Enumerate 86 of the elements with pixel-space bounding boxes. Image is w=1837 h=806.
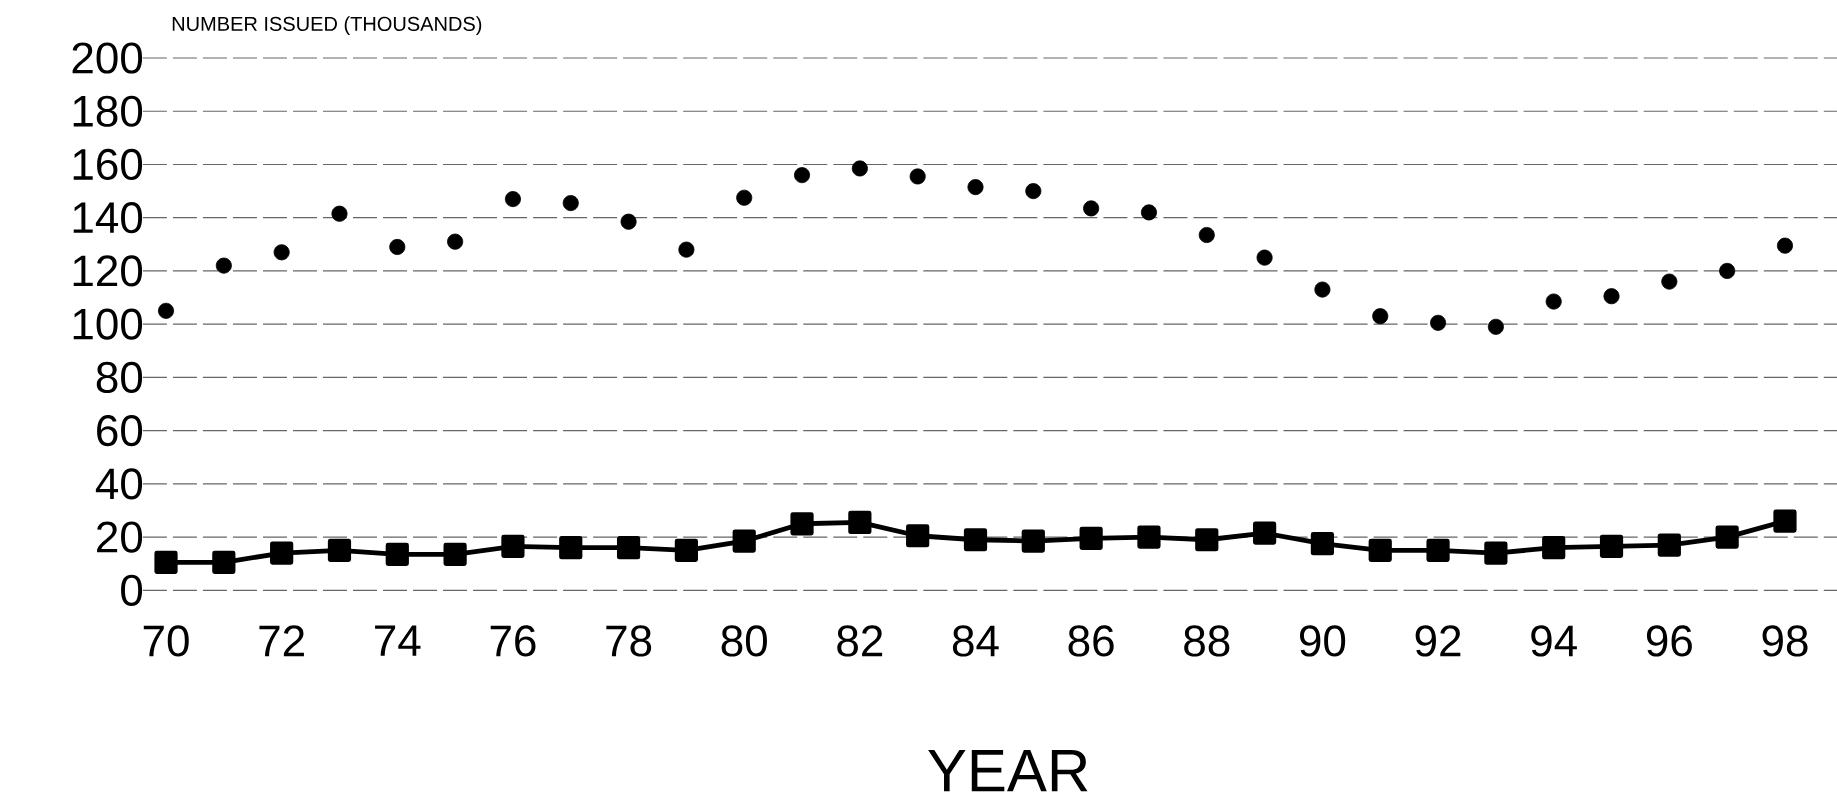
point <box>501 534 525 558</box>
x-tick-label: 92 <box>1415 625 1461 657</box>
point <box>1083 200 1100 217</box>
point <box>851 160 868 177</box>
point <box>1021 529 1045 553</box>
point <box>848 510 872 534</box>
point <box>215 257 232 274</box>
point <box>154 550 178 574</box>
point <box>1252 521 1277 545</box>
point <box>1719 262 1736 279</box>
point <box>1314 281 1331 298</box>
point <box>790 511 814 536</box>
x-tick-label: 96 <box>1646 625 1692 657</box>
x-tick-label: 70 <box>143 625 189 657</box>
x-tick-label: 98 <box>1762 625 1808 657</box>
x-tick-label: 84 <box>952 625 999 657</box>
point <box>331 205 348 222</box>
point <box>1776 237 1793 254</box>
point <box>1256 249 1273 266</box>
point <box>1079 526 1103 550</box>
point <box>1773 509 1797 533</box>
y-tick-label: 140 <box>73 201 143 234</box>
point <box>1542 535 1566 560</box>
point <box>158 302 175 319</box>
point <box>562 194 579 211</box>
point <box>1715 525 1739 549</box>
x-tick-label: 80 <box>721 625 767 657</box>
point <box>270 541 294 565</box>
point <box>736 189 753 206</box>
point <box>1137 525 1161 549</box>
point <box>1140 204 1157 221</box>
x-tick-label: 74 <box>375 625 421 656</box>
point <box>1661 273 1678 290</box>
point <box>1599 534 1624 558</box>
y-tick-label: 80 <box>96 361 143 393</box>
point <box>1545 293 1562 310</box>
x-tick-label: 76 <box>490 625 536 657</box>
y-axis-title: NUMBER ISSUED (THOUSANDS) <box>172 16 482 35</box>
point <box>1372 307 1389 324</box>
point <box>385 542 409 566</box>
x-tick-label: 82 <box>837 625 883 657</box>
y-tick-label: 40 <box>95 468 143 500</box>
point <box>906 523 930 548</box>
y-tick-label: 100 <box>73 308 143 340</box>
x-tick-label: 94 <box>1531 625 1577 657</box>
x-tick-label: 88 <box>1184 625 1230 657</box>
point <box>963 527 988 552</box>
point <box>967 178 984 195</box>
point <box>674 538 698 562</box>
y-tick-label: 120 <box>73 255 143 287</box>
point <box>559 535 583 560</box>
x-axis-title: YEAR <box>928 749 1088 792</box>
point <box>389 238 406 255</box>
point <box>620 213 637 230</box>
y-tick-label: 0 <box>121 574 143 606</box>
point <box>1368 538 1392 562</box>
point <box>678 241 695 258</box>
y-tick-label: 60 <box>97 414 143 447</box>
point <box>1426 538 1450 562</box>
point <box>1603 288 1620 305</box>
point <box>443 542 467 566</box>
point <box>1484 541 1508 565</box>
point <box>732 529 756 553</box>
point <box>447 233 464 250</box>
point <box>794 166 811 183</box>
point <box>1487 318 1504 335</box>
y-tick-label: 20 <box>97 521 143 553</box>
point <box>1195 527 1219 552</box>
x-tick-label: 90 <box>1300 625 1346 657</box>
point <box>1198 226 1215 243</box>
x-tick-label: 78 <box>606 625 652 657</box>
x-tick-label: 86 <box>1068 625 1114 657</box>
point <box>1657 533 1681 557</box>
y-tick-label: 180 <box>73 95 143 127</box>
point <box>1430 314 1447 331</box>
point <box>1025 182 1042 199</box>
y-tick-label: 160 <box>73 148 143 180</box>
point <box>504 190 521 207</box>
point <box>1310 531 1335 556</box>
x-tick-label: 72 <box>259 625 304 656</box>
point <box>327 538 352 562</box>
point <box>273 244 290 261</box>
y-tick-label: 200 <box>72 42 143 74</box>
point <box>909 168 926 185</box>
point <box>616 535 641 560</box>
point <box>212 550 236 574</box>
